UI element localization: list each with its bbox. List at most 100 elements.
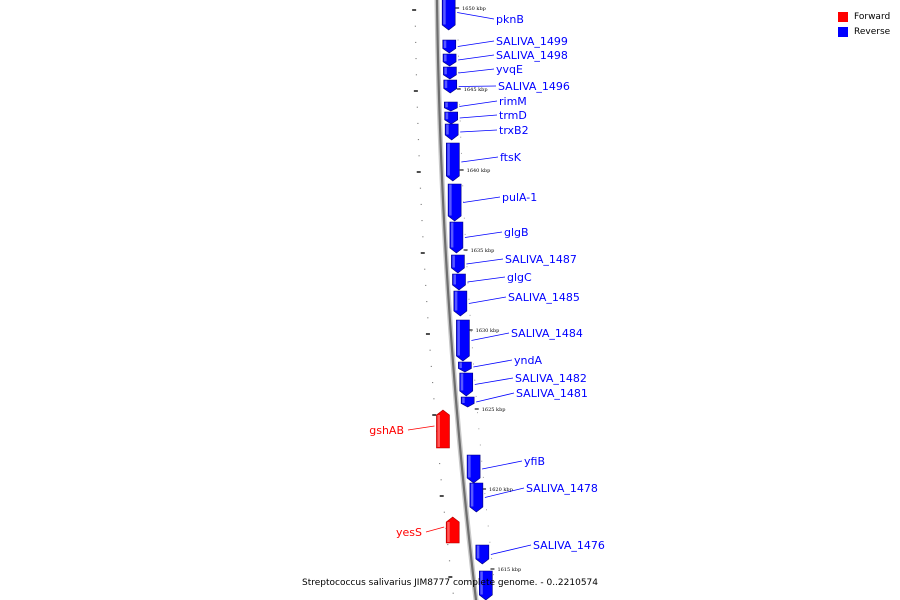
gene-highlight (468, 455, 471, 478)
gene-saliva-1481 (460, 396, 475, 408)
reverse-swatch (838, 26, 848, 37)
gene-highlight (476, 545, 480, 559)
gene-label: SALIVA_1476 (533, 539, 605, 552)
gene-trxb2 (444, 123, 459, 141)
kbp-label: 1630 kbp (476, 328, 500, 334)
gene-highlight (447, 143, 450, 176)
gene-arrow (442, 53, 457, 67)
tick-marks (412, 7, 495, 594)
gene-label: ftsK (500, 151, 522, 164)
gene-saliva-1487 (451, 254, 465, 274)
gene-arrow (451, 254, 465, 274)
gene-saliva-1484 (456, 319, 470, 362)
gene-highlight (437, 415, 440, 447)
gene-label: pknB (496, 13, 524, 26)
gene-leader-line (473, 359, 513, 368)
gene-glgc (452, 273, 466, 291)
gene-highlight (449, 184, 452, 216)
gene-label: trmD (499, 109, 527, 122)
gene-label: rimM (499, 95, 527, 108)
gene-label: yfiB (524, 455, 545, 468)
gene-label: pulA-1 (502, 191, 537, 204)
gene-leader-line (407, 425, 435, 431)
gene-highlight (457, 320, 460, 356)
kbp-label: 1615 kbp (497, 567, 521, 573)
axis-line (435, 0, 478, 600)
gene-highlight (447, 522, 450, 542)
gene-label: glgC (507, 271, 532, 284)
gene-highlight (459, 362, 462, 368)
gene-label: gshAB (369, 424, 404, 437)
kbp-label: 1635 kbp (471, 248, 495, 254)
gene-arrow (475, 544, 490, 565)
legend-forward: Forward (838, 9, 890, 24)
gene-arrow (445, 516, 460, 544)
gene-label: SALIVA_1499 (496, 35, 568, 48)
gene-trmd (444, 111, 458, 125)
gene-rimm (444, 101, 458, 112)
gene-highlight (452, 255, 455, 268)
gene-ftsk (446, 142, 460, 182)
gene-arrow (469, 482, 484, 513)
gene-arrow (458, 361, 472, 373)
gene-arrow (449, 221, 464, 254)
gene-leader-line (458, 68, 495, 74)
gene-leader-line (460, 129, 498, 133)
gene-unlabeled (479, 570, 493, 600)
gene-arrow (460, 396, 475, 408)
gene-saliva-1476 (475, 544, 490, 565)
gene-gshab (436, 409, 450, 449)
gene-leader-line (458, 85, 497, 87)
gene-leader-line (482, 460, 523, 470)
gene-labels: 1650 kbp 1645 kbp 1640 kbp 1635 kbp 1630 kbp… (369, 6, 605, 573)
gene-arrow (436, 409, 450, 449)
gene-arrow (442, 39, 457, 54)
gene-arrow (444, 101, 458, 112)
gene-arrow (443, 66, 457, 80)
gene-label: yesS (396, 526, 422, 539)
gene-label: SALIVA_1496 (498, 80, 570, 93)
gene-arrow (441, 0, 456, 31)
gene-highlight (480, 571, 483, 595)
gene-arrow (443, 79, 458, 94)
gene-highlight (450, 222, 454, 248)
gene-label: SALIVA_1498 (496, 49, 568, 62)
gene-leader-line (458, 54, 495, 61)
legend-reverse: Reverse (838, 24, 890, 39)
kbp-label: 1620 kbp (489, 487, 513, 493)
gene-label: SALIVA_1487 (505, 253, 577, 266)
gene-saliva-1498 (442, 53, 457, 67)
gene-glgb (449, 221, 464, 254)
kbp-label: 1640 kbp (467, 168, 491, 174)
gene-leader-line (461, 156, 499, 163)
gene-saliva-1499 (442, 39, 457, 54)
gene-highlight (462, 397, 465, 403)
gene-arrow (452, 273, 466, 291)
gene-leader-line (474, 377, 514, 385)
gene-highlight (460, 373, 464, 391)
gene-saliva-1496 (443, 79, 458, 94)
gene-saliva-1482 (459, 372, 474, 397)
gene-leader-line (476, 392, 515, 403)
gene-highlight (470, 483, 474, 507)
forward-swatch (838, 11, 848, 22)
gene-ynda (458, 361, 472, 373)
kbp-label: 1650 kbp (462, 6, 486, 12)
gene-leader-line (459, 114, 498, 119)
gene-yess (445, 516, 460, 544)
gene-arrow (466, 454, 481, 484)
gene-label: SALIVA_1485 (508, 291, 580, 304)
gene-leader-line (457, 40, 495, 47)
gene-yvqe (443, 66, 457, 80)
gene-leader-line (490, 544, 532, 555)
gene-label: yndA (514, 354, 542, 367)
gene-arrow (446, 142, 460, 182)
gene-highlight (443, 40, 447, 48)
gene-pknb (441, 0, 456, 31)
gene-leader-line (466, 258, 504, 265)
gene-label: SALIVA_1482 (515, 372, 587, 385)
legend: Forward Reverse (838, 9, 890, 39)
gene-label: glgB (504, 226, 529, 239)
gene-saliva-1485 (453, 290, 468, 317)
